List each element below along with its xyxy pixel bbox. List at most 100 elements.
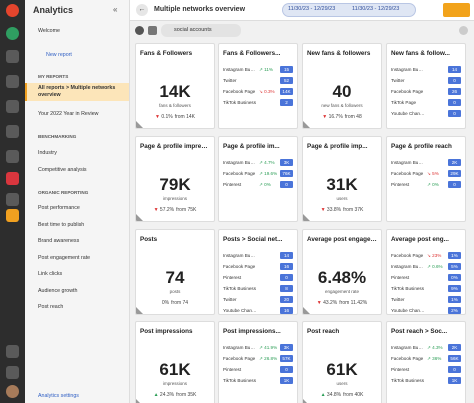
metric-unit: users bbox=[336, 196, 348, 201]
help-icon[interactable] bbox=[6, 366, 19, 379]
corner-mark bbox=[303, 399, 310, 403]
nav-icon[interactable] bbox=[6, 193, 19, 206]
collapse[interactable]: « bbox=[113, 5, 118, 14]
network-name: Twitter bbox=[223, 297, 237, 302]
metric-unit: users bbox=[336, 381, 348, 386]
network-row: Pinterest ↗ 0% 0 bbox=[391, 181, 461, 189]
section-heading: MY REPORTS bbox=[38, 74, 69, 79]
change-change: 34.8% bbox=[326, 392, 342, 398]
date-picker[interactable] bbox=[282, 3, 416, 17]
nav-icon[interactable] bbox=[6, 50, 19, 63]
nav-item[interactable]: Industry bbox=[38, 150, 57, 156]
network-name: Facebook Page bbox=[223, 264, 256, 269]
nav-item[interactable]: Post reach bbox=[38, 304, 64, 310]
nav-item[interactable]: Competitive analysis bbox=[38, 167, 87, 173]
nav-item[interactable]: Your 2022 Year in Review bbox=[38, 111, 99, 117]
metric-value: 61K bbox=[159, 360, 191, 379]
network-row: Pinterest 0 bbox=[223, 366, 293, 374]
change-value: 11% bbox=[264, 67, 273, 72]
analytics-icon[interactable] bbox=[6, 209, 19, 222]
network-name: Facebook Page bbox=[391, 89, 424, 94]
network-change: ↗ 36% bbox=[427, 356, 442, 361]
card-title: Posts bbox=[140, 236, 158, 243]
network-row: Twitter 52 bbox=[223, 77, 293, 85]
logo[interactable] bbox=[6, 4, 19, 17]
nav-icon[interactable] bbox=[6, 75, 19, 88]
network-value: 1% bbox=[448, 296, 461, 303]
network-value: 0 bbox=[448, 366, 461, 373]
network-value: 76K bbox=[280, 170, 293, 177]
change-change: 57.2% bbox=[159, 207, 175, 213]
avatar[interactable] bbox=[6, 385, 19, 398]
nav-item[interactable]: Post engagement rate bbox=[38, 255, 91, 261]
accounts-filter[interactable] bbox=[161, 24, 241, 37]
nav-item[interactable]: Best time to publish bbox=[38, 222, 85, 228]
apps-icon[interactable] bbox=[6, 345, 19, 358]
change-from: from 75K bbox=[176, 207, 197, 213]
nav-item[interactable]: Post performance bbox=[38, 205, 80, 211]
nav-item-active[interactable]: All reports > Multiple networks overview bbox=[38, 85, 116, 98]
settings-link[interactable]: Analytics settings bbox=[38, 393, 79, 399]
change-change: 0% bbox=[161, 300, 170, 306]
network-name: Twitter bbox=[391, 297, 405, 302]
network-value: 16 bbox=[280, 307, 293, 314]
metric-card: Posts 74 posts 0% from 74 bbox=[135, 229, 215, 315]
network-value: 0% bbox=[448, 274, 461, 281]
network-name: Pinterest bbox=[391, 367, 410, 372]
network-name: Instagram Business bbox=[391, 345, 425, 350]
network-name: Instagram Business bbox=[391, 67, 425, 72]
nav-icon[interactable] bbox=[6, 172, 19, 185]
network-name: Youtube Channel bbox=[391, 308, 425, 313]
nav-icon[interactable] bbox=[6, 150, 19, 163]
network-change: ↘ 5% bbox=[427, 171, 439, 176]
network-change: ↗ 0% bbox=[427, 182, 439, 187]
metric-value: 79K bbox=[159, 175, 191, 194]
network-row: Youtube Channel 0 bbox=[391, 110, 461, 118]
card-title: Average post engagement rate bbox=[307, 236, 378, 243]
nav-icon[interactable] bbox=[6, 125, 19, 138]
metric-card: Page & profile reach Instagram Business 2K… bbox=[386, 136, 466, 222]
filter-icon[interactable] bbox=[148, 26, 157, 35]
change-from: from 35K bbox=[176, 392, 197, 398]
export-button[interactable] bbox=[443, 3, 470, 17]
corner-mark bbox=[136, 214, 143, 221]
nav-item[interactable]: Link clicks bbox=[38, 271, 63, 277]
network-value: 14 bbox=[280, 252, 293, 259]
new-report[interactable]: New report bbox=[46, 52, 72, 58]
back-button[interactable]: ← bbox=[136, 4, 148, 16]
network-value: 8 bbox=[280, 285, 293, 292]
network-row: Instagram Business 14 bbox=[223, 252, 293, 260]
card-title: Page & profile imp... bbox=[307, 143, 368, 150]
metric-card: New fans & follow... Instagram Business 14… bbox=[386, 43, 466, 129]
network-name: TikTok Business bbox=[223, 378, 257, 383]
network-change: ↗ 41.9% bbox=[259, 345, 278, 350]
nav-icon[interactable] bbox=[6, 100, 19, 113]
expand-icon[interactable] bbox=[459, 26, 468, 35]
corner-mark bbox=[303, 307, 310, 314]
network-name: Twitter bbox=[391, 78, 405, 83]
network-name: TikTok Business bbox=[223, 286, 257, 291]
network-name: Instagram Business bbox=[223, 345, 257, 350]
nav-item[interactable]: Audience growth bbox=[38, 288, 78, 294]
accounts-label: social accounts bbox=[174, 27, 212, 33]
filter-icon[interactable] bbox=[135, 26, 144, 35]
network-row: Facebook Page 16 bbox=[223, 263, 293, 271]
change-value: 0.3% bbox=[264, 89, 275, 94]
trend-arrow: ▼ bbox=[322, 114, 329, 120]
network-change: ↘ 0.3% bbox=[259, 89, 275, 94]
network-value: 0 bbox=[280, 274, 293, 281]
main: ← Multiple networks overview 11/30/23 - … bbox=[130, 0, 474, 403]
metric-value: 31K bbox=[326, 175, 358, 194]
network-name: Facebook Page bbox=[391, 171, 424, 176]
network-value: 3K bbox=[280, 344, 293, 351]
nav-item[interactable]: Welcome bbox=[38, 28, 60, 34]
nav-item[interactable]: Brand awareness bbox=[38, 238, 80, 244]
network-name: Instagram Business bbox=[223, 160, 257, 165]
network-name: TikTok Business bbox=[223, 100, 257, 105]
network-name: Pinterest bbox=[223, 182, 242, 187]
network-value: 2K bbox=[448, 344, 461, 351]
trend-arrow: ▲ bbox=[153, 392, 160, 398]
compose-icon[interactable] bbox=[6, 27, 19, 40]
network-name: Instagram Business bbox=[223, 67, 257, 72]
